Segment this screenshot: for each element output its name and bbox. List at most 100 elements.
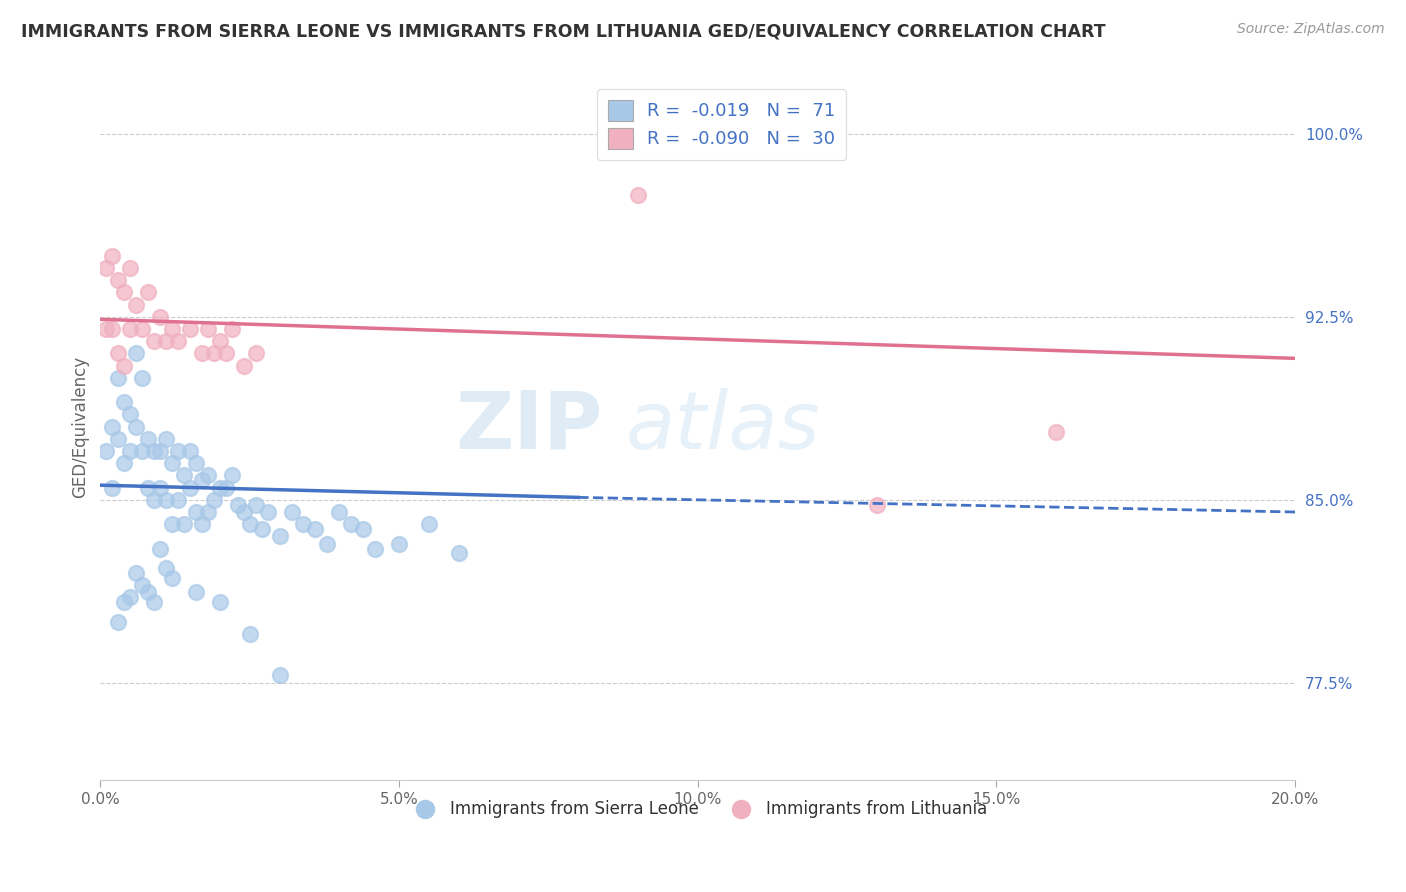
Point [112, 359, 135, 373]
Point [179, 481, 201, 495]
Point [120, 408, 142, 422]
Point [112, 285, 135, 300]
Point [280, 505, 302, 519]
Point [627, 188, 650, 202]
Point [191, 517, 214, 532]
Text: Source: ZipAtlas.com: Source: ZipAtlas.com [1237, 22, 1385, 37]
Point [197, 505, 219, 519]
Point [167, 444, 190, 458]
Point [304, 522, 326, 536]
Point [1045, 425, 1067, 439]
Point [250, 522, 273, 536]
Point [364, 541, 387, 556]
Point [160, 322, 183, 336]
Y-axis label: GED/Equivalency: GED/Equivalency [72, 356, 89, 498]
Point [340, 517, 363, 532]
Point [120, 261, 142, 276]
Point [120, 444, 142, 458]
Point [197, 322, 219, 336]
Point [388, 537, 411, 551]
Point [101, 249, 124, 263]
Point [125, 419, 148, 434]
Point [202, 492, 225, 507]
Point [184, 585, 207, 599]
Point [191, 346, 214, 360]
Point [101, 419, 124, 434]
Point [226, 498, 249, 512]
Point [136, 585, 159, 599]
Point [232, 505, 254, 519]
Point [447, 546, 470, 560]
Point [125, 346, 148, 360]
Point [208, 481, 231, 495]
Point [208, 595, 231, 609]
Point [328, 505, 350, 519]
Point [149, 481, 172, 495]
Point [245, 346, 267, 360]
Point [155, 492, 177, 507]
Point [136, 432, 159, 446]
Point [202, 346, 225, 360]
Point [149, 541, 172, 556]
Point [131, 444, 153, 458]
Point [221, 322, 243, 336]
Point [418, 517, 440, 532]
Point [239, 627, 262, 641]
Point [184, 456, 207, 470]
Point [155, 432, 177, 446]
Legend: Immigrants from Sierra Leone, Immigrants from Lithuania: Immigrants from Sierra Leone, Immigrants… [402, 794, 994, 825]
Point [149, 444, 172, 458]
Point [107, 615, 129, 629]
Point [160, 456, 183, 470]
Point [179, 322, 201, 336]
Point [96, 261, 118, 276]
Point [149, 310, 172, 324]
Point [107, 371, 129, 385]
Point [96, 322, 118, 336]
Point [96, 444, 118, 458]
Point [215, 346, 238, 360]
Point [208, 334, 231, 349]
Point [316, 537, 339, 551]
Point [125, 298, 148, 312]
Point [352, 522, 374, 536]
Point [125, 566, 148, 580]
Point [173, 468, 195, 483]
Point [143, 492, 166, 507]
Point [120, 591, 142, 605]
Point [232, 359, 254, 373]
Point [155, 561, 177, 575]
Point [256, 505, 278, 519]
Point [143, 334, 166, 349]
Point [112, 395, 135, 409]
Point [197, 468, 219, 483]
Point [107, 432, 129, 446]
Point [215, 481, 238, 495]
Text: IMMIGRANTS FROM SIERRA LEONE VS IMMIGRANTS FROM LITHUANIA GED/EQUIVALENCY CORREL: IMMIGRANTS FROM SIERRA LEONE VS IMMIGRAN… [21, 22, 1105, 40]
Point [269, 668, 291, 682]
Point [131, 371, 153, 385]
Point [160, 571, 183, 585]
Point [131, 322, 153, 336]
Point [107, 346, 129, 360]
Point [101, 481, 124, 495]
Text: atlas: atlas [626, 388, 821, 466]
Point [173, 517, 195, 532]
Point [239, 517, 262, 532]
Point [160, 517, 183, 532]
Point [269, 529, 291, 543]
Point [143, 595, 166, 609]
Point [179, 444, 201, 458]
Point [131, 578, 153, 592]
Point [866, 498, 889, 512]
Point [184, 505, 207, 519]
Point [136, 481, 159, 495]
Point [136, 285, 159, 300]
Point [112, 595, 135, 609]
Point [292, 517, 315, 532]
Point [112, 456, 135, 470]
Point [221, 468, 243, 483]
Point [167, 334, 190, 349]
Point [167, 492, 190, 507]
Point [107, 273, 129, 287]
